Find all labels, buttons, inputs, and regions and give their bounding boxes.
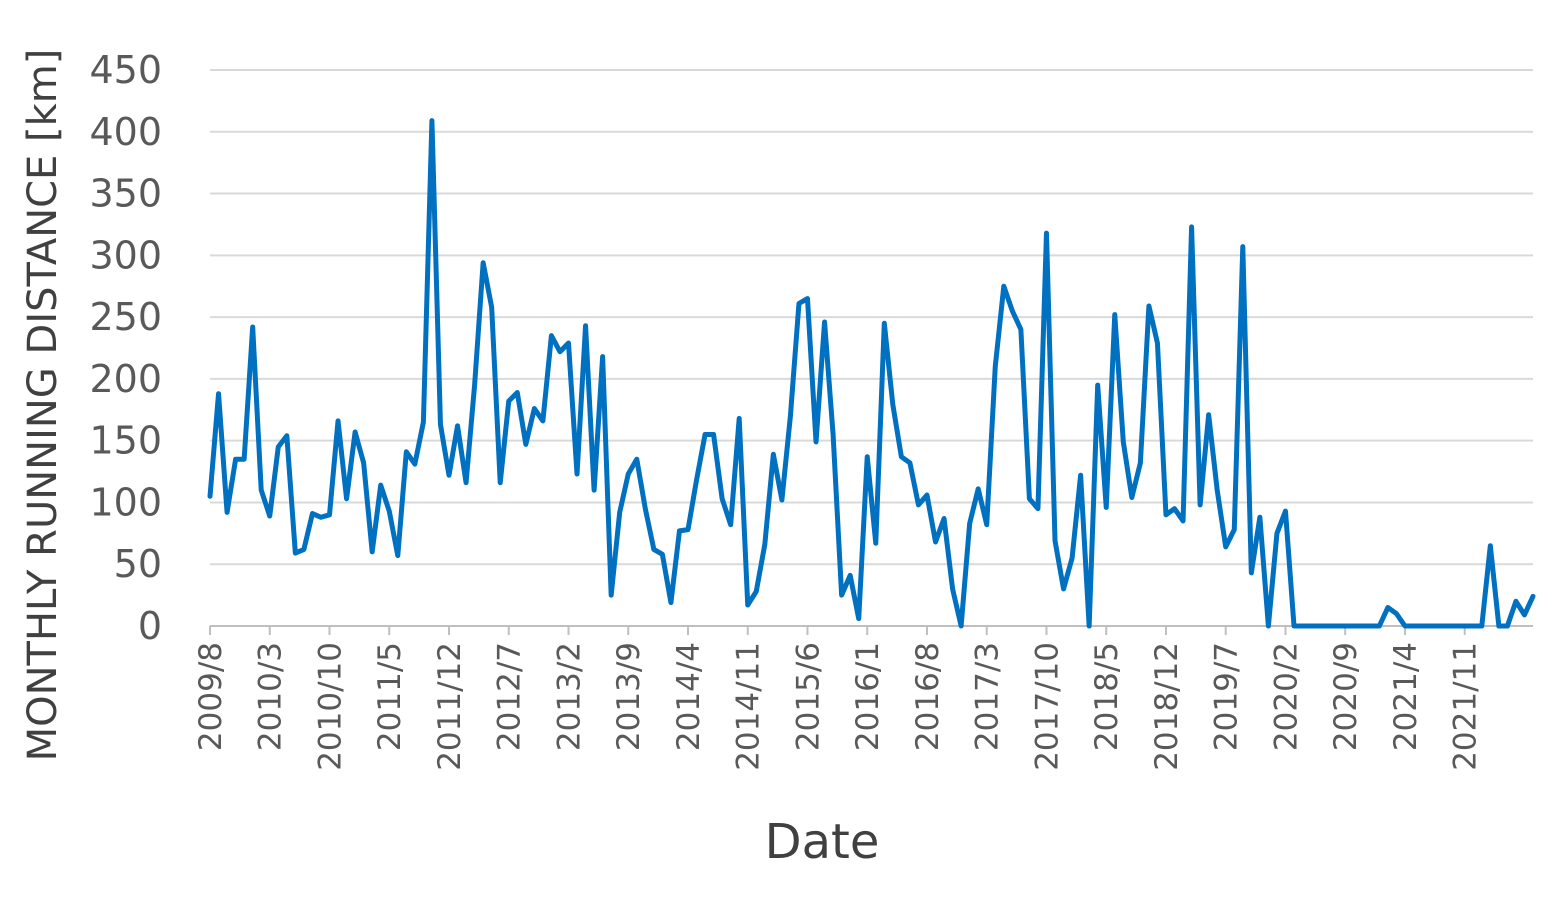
x-tick-label: 2018/12 [1149, 642, 1185, 771]
x-tick-label: 2020/2 [1268, 642, 1304, 751]
x-tick-label: 2016/8 [910, 642, 946, 751]
x-tick-label: 2010/3 [253, 642, 289, 751]
x-tick-label: 2013/9 [611, 642, 647, 751]
x-tick-label: 2010/10 [312, 642, 348, 771]
y-tick-label: 300 [89, 233, 162, 277]
x-tick-label: 2012/7 [492, 642, 528, 751]
x-tick-label: 2021/4 [1388, 642, 1424, 751]
y-tick-label: 450 [89, 48, 162, 92]
x-tick-label: 2019/7 [1209, 642, 1245, 751]
x-tick-label: 2011/12 [432, 642, 468, 771]
y-tick-label: 0 [138, 604, 162, 648]
series-layer [207, 118, 1536, 629]
y-tick-label: 150 [89, 419, 162, 463]
x-tick-label: 2017/3 [970, 642, 1006, 751]
x-tick-label: 2017/10 [1029, 642, 1065, 771]
series-line-0 [207, 118, 1536, 629]
y-tick-label: 50 [114, 542, 162, 586]
x-tick-label: 2020/9 [1328, 642, 1364, 751]
x-tick-label: 2014/11 [731, 642, 767, 771]
x-axis: 2009/8 2010/3 2010/10 2011/5 2011/12 2012/7 20… [193, 625, 1533, 771]
y-axis-ticks: 0 50 100 150 200 250 300 350 400 450 [89, 48, 162, 648]
y-tick-label: 200 [89, 357, 162, 401]
y-tick-label: 400 [89, 110, 162, 154]
x-tick-label: 2013/2 [551, 642, 587, 751]
x-tick-label: 2021/11 [1448, 642, 1484, 771]
x-tick-label: 2011/5 [372, 642, 408, 751]
x-tick-label: 2016/1 [850, 642, 886, 751]
x-tick-label: 2018/5 [1089, 642, 1125, 751]
x-tick-label: 2014/4 [671, 642, 707, 751]
y-tick-label: 350 [89, 172, 162, 216]
y-tick-label: 100 [89, 480, 162, 524]
y-axis-label: MONTHLY RUNNING DISTANCE [km] [20, 49, 66, 762]
x-tick-label: 2009/8 [193, 642, 229, 751]
x-axis-label: Date [765, 814, 880, 870]
y-tick-label: 250 [89, 295, 162, 339]
x-tick-label: 2015/6 [790, 642, 826, 751]
